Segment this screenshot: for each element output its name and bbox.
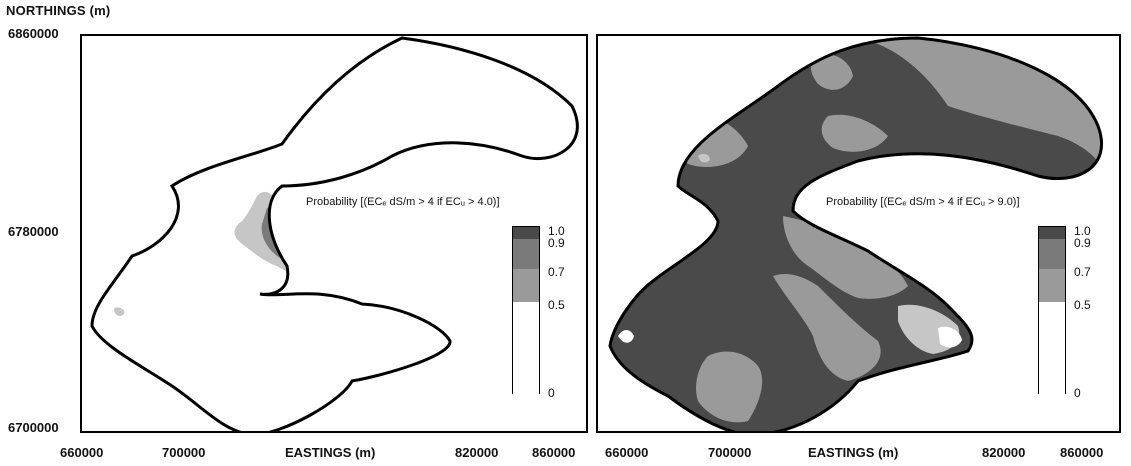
probability-zone: [810, 54, 853, 90]
probability-zone: [783, 216, 908, 299]
legend-label: 1.0: [1074, 224, 1091, 238]
probability-zone: [618, 330, 634, 343]
x-tick-label: 660000: [60, 445, 104, 460]
legend-swatch: [513, 239, 539, 269]
study-area-boundary: [90, 36, 579, 431]
x-tick-label: 820000: [455, 445, 499, 460]
probability-zone: [821, 114, 888, 152]
legend-label: 0.9: [548, 236, 565, 250]
probability-zone: [698, 153, 710, 163]
legend-title: Probability [(ECₑ dS/m > 4 if ECᵤ > 4.0)…: [306, 196, 500, 208]
study-area-boundary: [608, 36, 1104, 431]
legend-swatch: [513, 302, 539, 395]
probability-zone: [152, 185, 163, 196]
legend-label: 0: [1074, 386, 1081, 400]
map-panel-right: Probability [(ECₑ dS/m > 4 if ECᵤ > 9.0)…: [596, 34, 1121, 433]
probability-zone: [938, 326, 962, 348]
legend-swatch: [513, 227, 539, 239]
legend-label: 0: [548, 386, 555, 400]
y-tick-label: 6700000: [8, 420, 59, 435]
map-left-svg: [90, 36, 579, 431]
x-tick-label: 860000: [1060, 445, 1104, 460]
legend-swatch: [1039, 302, 1065, 395]
legend-label: 0.7: [548, 265, 565, 279]
y-tick-label: 6860000: [8, 26, 59, 41]
y-tick-label: 6780000: [8, 224, 59, 239]
legend-label: 1.0: [548, 224, 565, 238]
legend-label: 0.5: [548, 298, 565, 312]
legend-colorbar: [512, 226, 540, 395]
legend-label: 0.9: [1074, 236, 1091, 250]
legend-colorbar: [1038, 226, 1066, 395]
x-tick-label: 700000: [162, 445, 206, 460]
legend-title: Probability [(ECₑ dS/m > 4 if ECᵤ > 9.0)…: [826, 196, 1020, 208]
legend-label: 0.7: [1074, 265, 1091, 279]
x-tick-label: 700000: [708, 445, 752, 460]
legend-swatch: [1039, 239, 1065, 269]
legend-swatch: [1039, 269, 1065, 302]
map-right-svg: [608, 36, 1104, 431]
x-axis-title-right: EASTINGS (m): [808, 445, 899, 460]
probability-zone: [773, 274, 881, 381]
x-tick-label: 820000: [982, 445, 1026, 460]
x-axis-title-left: EASTINGS (m): [285, 445, 376, 460]
map-panel-left: Probability [(ECₑ dS/m > 4 if ECᵤ > 4.0)…: [80, 34, 588, 433]
legend-label: 0.5: [1074, 298, 1091, 312]
x-tick-label: 660000: [605, 445, 649, 460]
x-tick-label: 860000: [532, 445, 576, 460]
legend-swatch: [1039, 227, 1065, 239]
legend-swatch: [513, 269, 539, 302]
probability-zone: [696, 351, 763, 423]
probability-zone: [114, 307, 125, 316]
y-axis-title: NORTHINGS (m): [6, 3, 111, 18]
